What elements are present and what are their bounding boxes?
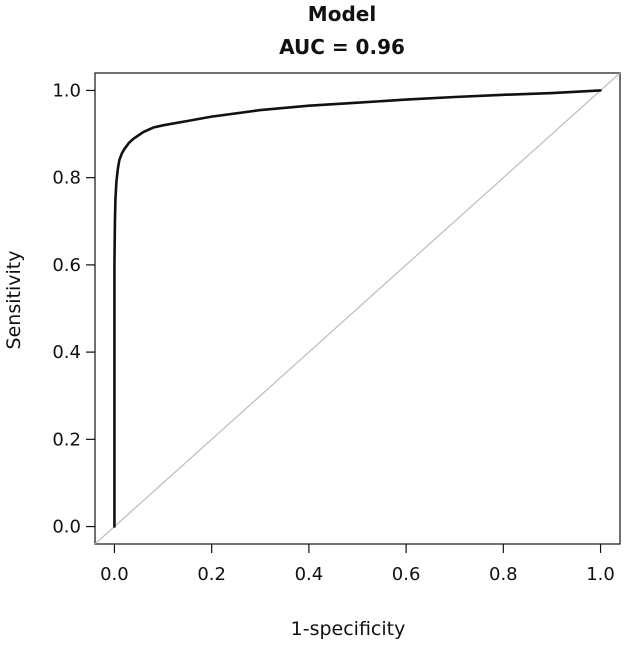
x-tick-label: 0.8 — [489, 564, 518, 585]
plot-area: 0.0 0.2 0.4 0.6 0.8 1.0 0.0 0.2 0.4 0.6 0.8 1.0 — [52, 72, 621, 585]
y-tick-label: 0.4 — [52, 342, 81, 363]
y-tick-label: 0.6 — [52, 255, 81, 276]
plot-frame — [94, 72, 621, 545]
y-tick-label: 1.0 — [52, 80, 81, 101]
reference-diagonal-line — [95, 73, 620, 544]
x-tick-label: 0.4 — [295, 564, 324, 585]
x-tick-label: 0.2 — [197, 564, 226, 585]
y-tick-label: 0.0 — [52, 517, 81, 538]
roc-curve-line — [113, 89, 602, 528]
x-tick-label: 0.6 — [392, 564, 421, 585]
y-axis-label: Sensitivity — [3, 251, 25, 350]
x-axis-label: 1-specificity — [291, 618, 406, 640]
x-tick-label: 1.0 — [586, 564, 615, 585]
chart-subtitle: AUC = 0.96 — [279, 35, 405, 59]
y-tick-label: 0.2 — [52, 429, 81, 450]
chart-title: Model — [308, 2, 376, 26]
x-tick-label: 0.0 — [100, 564, 129, 585]
y-tick-label: 0.8 — [52, 168, 81, 189]
